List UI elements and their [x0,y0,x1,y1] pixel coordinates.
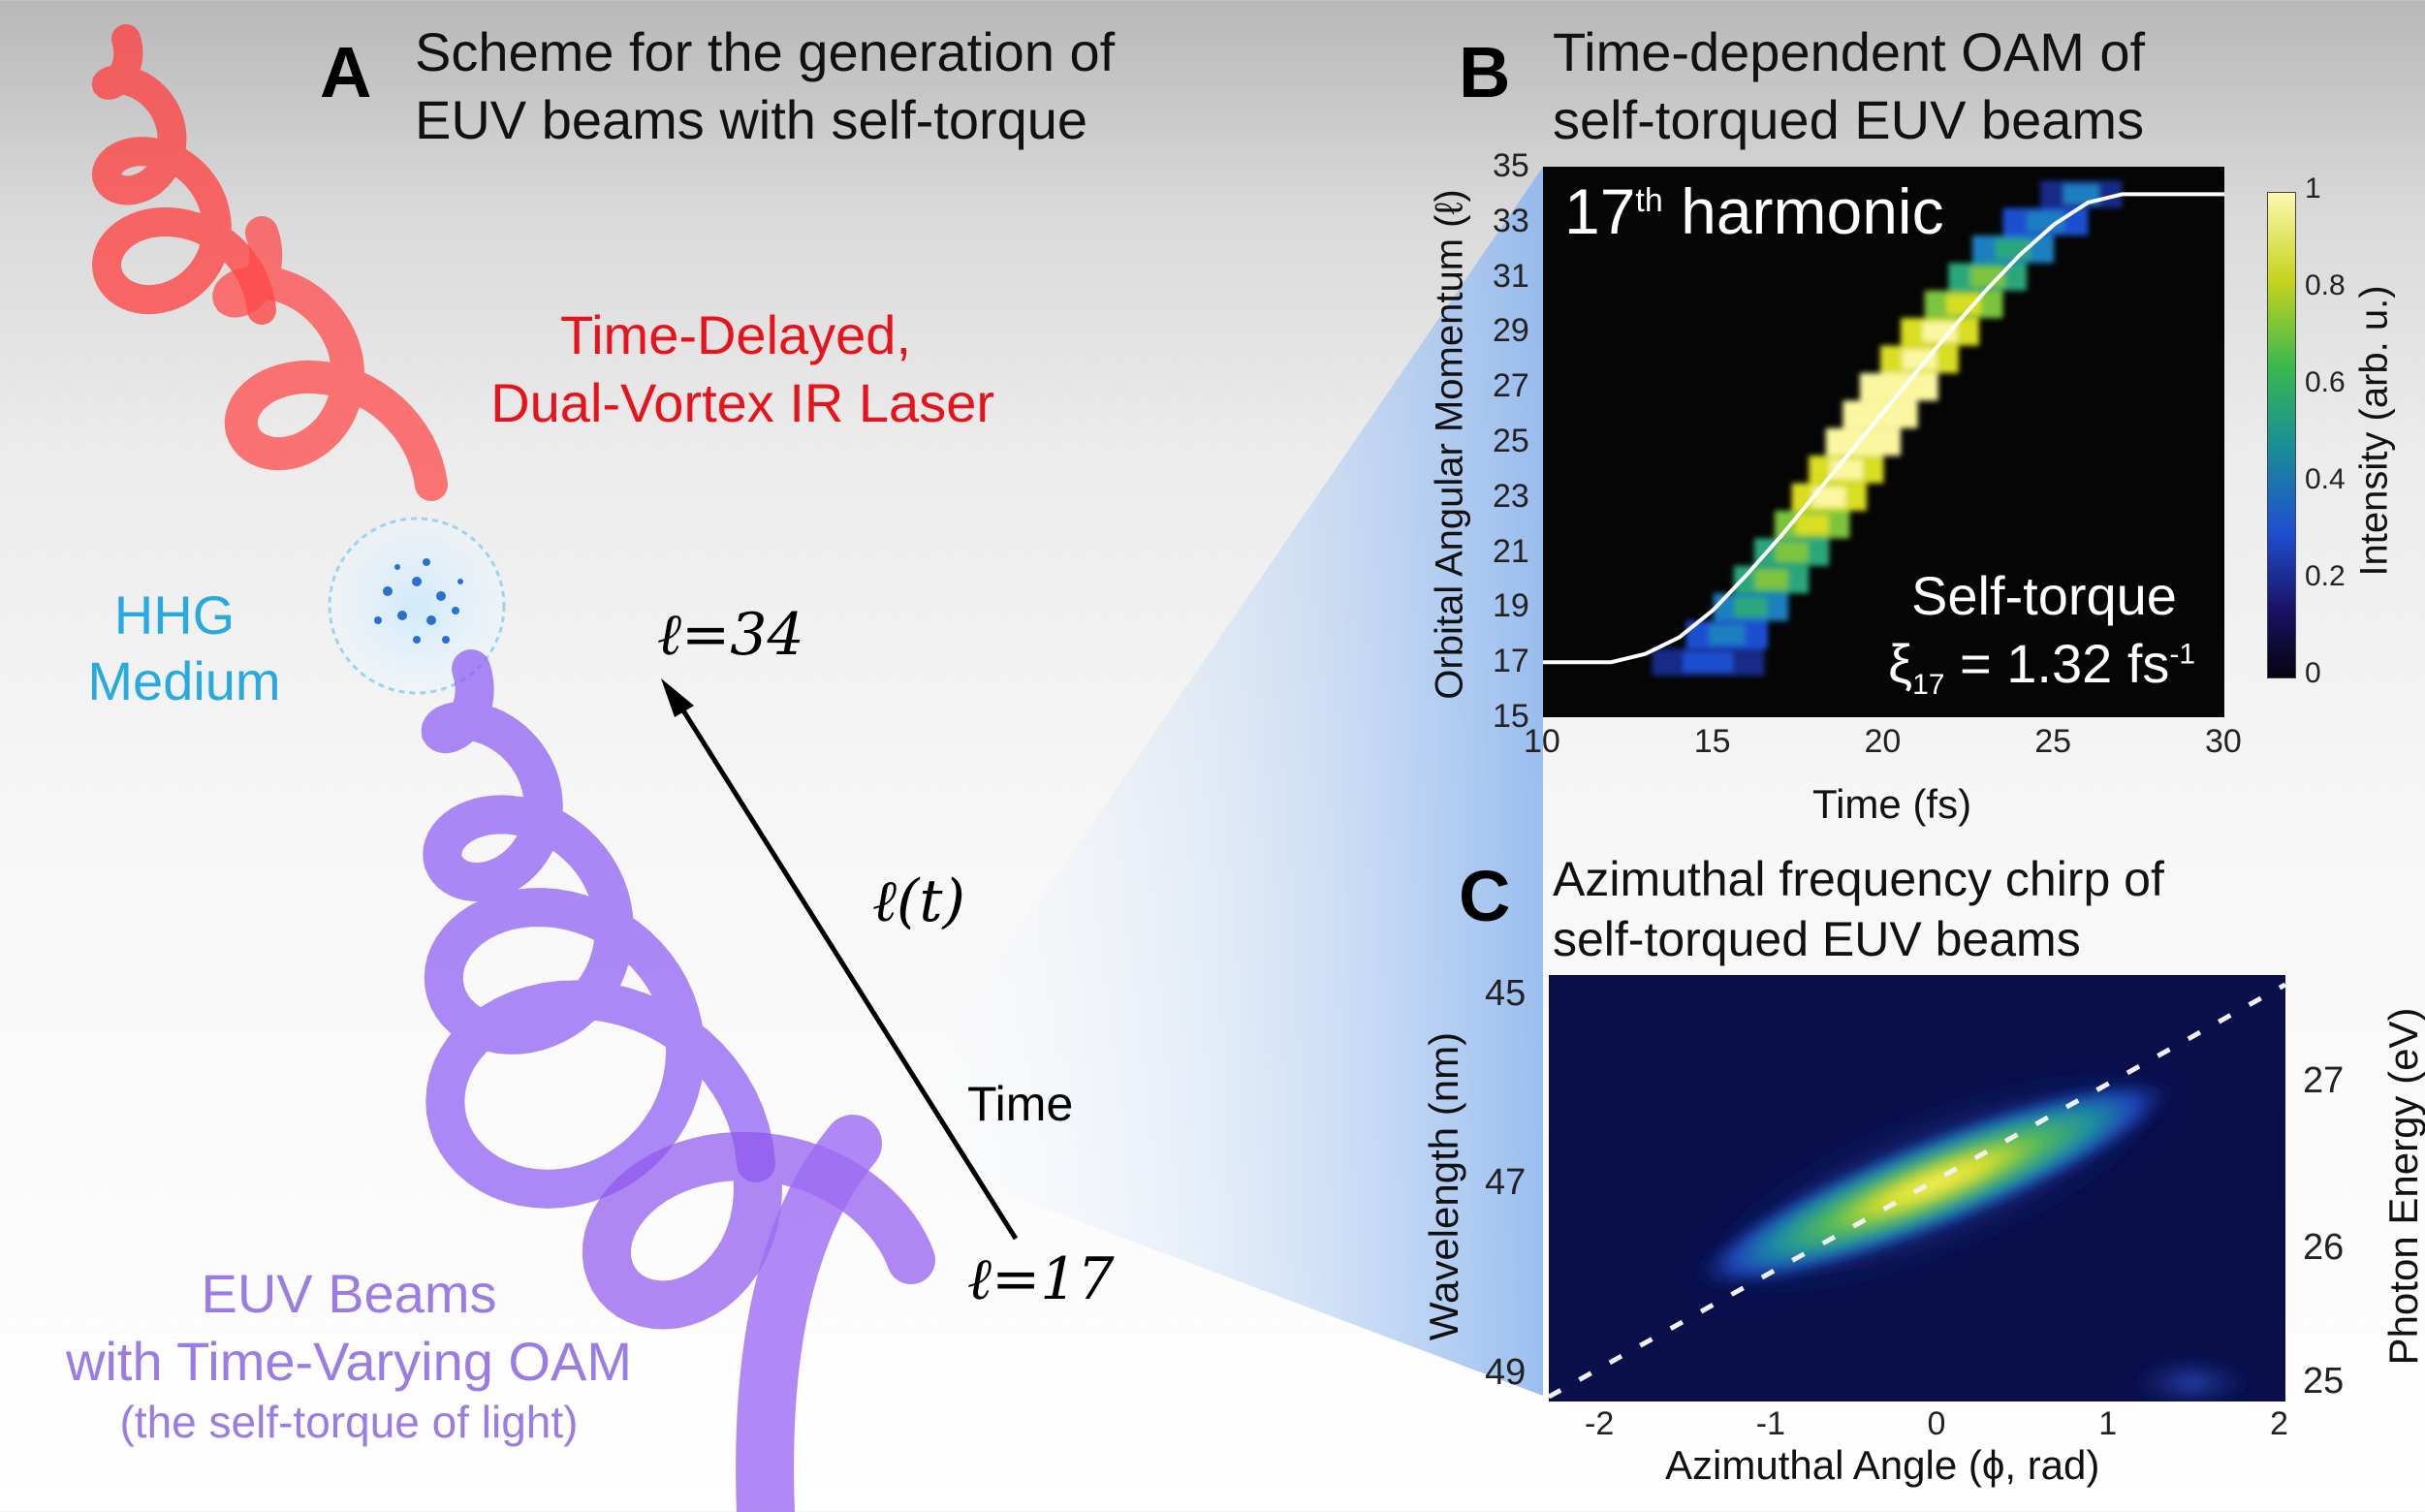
oam-heatmap-svg [1543,180,2224,677]
oam-heat-core [1795,515,1829,535]
colorbar [2267,192,2296,678]
chirp-ylabel-right: Photon Energy (eV) [2380,1007,2425,1366]
oam-heat-core [2063,184,2099,205]
chirp-xlabel: Azimuthal Angle (ϕ, rad) [1665,1442,2100,1488]
chirp-xtick: 0 [1927,1405,1946,1442]
oam-xtick: 30 [2205,723,2242,760]
oam-heat-core [1902,349,1937,369]
oam-ytick: 15 [1493,698,1529,735]
oam-heat-core [1946,294,1981,315]
colorbar-tick: 0.8 [2305,269,2346,301]
panel-c-letter: C [1459,856,1511,936]
oam-ytick: 27 [1493,367,1529,405]
chirp-heatmap-plot [1549,975,2285,1402]
ir-label-line2: Dual-Vortex IR Laser [490,372,994,433]
hhg-medium-cloud [328,517,506,695]
panel-b-letter: B [1459,32,1511,112]
oam-ytick: 17 [1493,643,1529,680]
self-torque-label: Self-torque [1911,565,2177,626]
euv-label-line3: (the self-torque of light) [119,1397,579,1447]
oam-xlabel: Time (fs) [1812,781,1972,827]
oam-ytick: 21 [1493,532,1529,570]
ir-label-line1: Time-Delayed, [559,304,911,365]
oam-ytick: 19 [1493,587,1529,625]
oam-ytick: 31 [1493,257,1529,295]
oam-ylabel: Orbital Angular Momentum (ℓ) [1428,189,1471,700]
self-torque-value: ξ17 = 1.32 fs-1 [1888,633,2196,702]
colorbar-tick: 0.4 [2305,463,2346,495]
hhg-label-line2: Medium [87,650,281,711]
chirp-ylabel-left: Wavelength (nm) [1421,1031,1466,1341]
oam-ytick: 29 [1493,312,1529,350]
oam-heatmap-plot: 17th harmonic Self-torque ξ17 = 1.32 fs-… [1543,167,2224,717]
euv-beam-spiral [421,649,935,1512]
chirp-ytick-left: 49 [1485,1351,1527,1393]
oam-top-label: ℓ=34 [657,601,804,669]
oam-heat-core [1683,652,1733,673]
panel-a-title-line2: EUV beams with self-torque [415,89,1088,150]
oam-xtick: 10 [1524,723,1560,760]
colorbar-tick: 0.6 [2305,366,2346,398]
oam-heat-core [1812,487,1846,507]
chirp-ytick-left: 45 [1485,972,1527,1014]
time-arrow [661,678,1019,1241]
chirp-ridge [1692,1078,2177,1289]
oam-heat-core [1709,624,1746,645]
oam-heat-core [1734,597,1768,617]
panel-c-title-line1: Azimuthal frequency chirp of [1553,852,2164,906]
oam-ytick: 23 [1493,477,1529,515]
chirp-dashed-line [1549,982,2285,1400]
hhg-label-line1: HHG [113,584,236,646]
chirp-xtick: -1 [1755,1405,1785,1442]
oam-ytick: 35 [1493,147,1529,184]
ir-laser-spiral [91,24,448,501]
oam-ytick: 25 [1493,423,1529,459]
colorbar-label: Intensity (arb. u.) [2352,285,2396,577]
chirp-ytick-right: 25 [2303,1361,2345,1402]
oam-ytick: 33 [1493,202,1529,239]
panel-b-title-line2: self-torqued EUV beams [1553,89,2145,150]
chirp-xtick: 2 [2270,1405,2288,1442]
colorbar-tick: 1 [2305,173,2321,205]
chirp-heatmap-svg [1549,975,2285,1402]
oam-heat-core [1754,569,1788,590]
oam-bottom-label: ℓ=17 [967,1245,1115,1313]
panel-c-title-line2: self-torqued EUV beams [1553,912,2081,966]
oam-heat-core [2027,211,2064,232]
oam-fit-curve [1543,192,2224,665]
oam-heat-core [1775,542,1809,562]
euv-label-line2: with Time-Varying OAM [66,1331,632,1392]
oam-xtick: 15 [1693,723,1731,760]
oam-xtick: 25 [2034,723,2072,760]
colorbar-tick: 0 [2305,657,2321,689]
chirp-ytick-right: 27 [2303,1059,2345,1101]
panel-a-title-line1: Scheme for the generation of [415,21,1116,82]
oam-xtick: 20 [1864,723,1902,760]
time-label: Time [967,1077,1074,1131]
chirp-xtick: -2 [1585,1405,1615,1442]
chirp-corner-glow [2123,1353,2259,1402]
chirp-ytick-right: 26 [2303,1227,2345,1269]
panel-a-letter: A [320,32,372,112]
panel-b-title-line1: Time-dependent OAM of [1553,21,2146,82]
oam-heat-core [1922,322,1958,342]
euv-label-line1: EUV Beams [201,1263,497,1324]
harmonic-label: 17th harmonic [1564,175,1944,247]
colorbar-tick: 0.2 [2305,560,2346,592]
chirp-ytick-left: 47 [1485,1162,1527,1204]
oam-time-label: ℓ(t) [872,867,965,935]
chirp-xtick: 1 [2098,1405,2118,1442]
